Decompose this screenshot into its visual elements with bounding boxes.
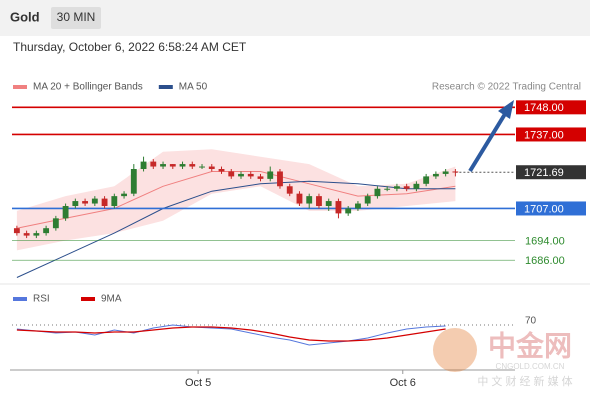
candle-body: [335, 201, 342, 214]
source: Research © 2022 Trading Central: [432, 82, 581, 93]
candle-body: [130, 169, 137, 194]
level-box: [516, 165, 586, 180]
candle-body: [72, 201, 79, 206]
candle-body: [169, 164, 176, 167]
candle-body: [23, 233, 30, 236]
watermark-name: 中金网: [488, 329, 572, 361]
legend-label: MA 50: [179, 82, 208, 93]
candle-body: [189, 164, 196, 167]
candle-body: [199, 166, 205, 168]
ma20-line: [16, 171, 456, 229]
watermark: 中金网 CNGOLD.COM.CN 中 文 财 经 新 媒 体: [433, 328, 573, 388]
candle-body: [277, 171, 283, 187]
candle-body: [325, 201, 332, 206]
candle-body: [140, 161, 147, 169]
candle-body: [52, 218, 59, 229]
candle-body: [62, 206, 69, 219]
candle-body: [218, 169, 225, 172]
candle-body: [423, 176, 430, 184]
arrow-shaft: [468, 112, 507, 173]
candle-body: [413, 183, 420, 189]
candle-body: [33, 233, 40, 236]
watermark-logo: [433, 328, 477, 372]
candle-body: [247, 173, 254, 177]
level-label: 1737.00: [524, 129, 564, 141]
candle-body: [160, 164, 166, 167]
rsi-legend-label: RSI: [33, 294, 50, 305]
candle-body: [101, 198, 108, 206]
candle-body: [432, 173, 439, 177]
level-box: [516, 201, 586, 216]
level-label: 1748.00: [524, 102, 564, 114]
x-tick-label: Oct 6: [390, 377, 416, 389]
candle-body: [393, 186, 400, 189]
level-label: 1721.69: [524, 167, 564, 179]
interval: 30 MIN: [57, 10, 96, 24]
candle-body: [355, 203, 361, 209]
candle-body: [208, 166, 215, 169]
candle-body: [364, 196, 371, 204]
legend-label: MA 20 + Bollinger Bands: [33, 82, 143, 93]
candle-body: [306, 196, 313, 204]
symbol: Gold: [10, 9, 40, 24]
candle-body: [442, 171, 449, 174]
timestamp: Thursday, October 6, 2022 6:58:24 AM CET: [13, 40, 247, 54]
rsi-legend-swatch: [81, 297, 95, 301]
candle-body: [267, 171, 274, 179]
bollinger-band: [16, 149, 456, 251]
candle-body: [286, 186, 293, 194]
candle-body: [403, 186, 410, 189]
candle-body: [228, 171, 235, 177]
candle-body: [13, 228, 20, 234]
candle-body: [452, 171, 459, 173]
level-box: [516, 127, 586, 142]
candle-body: [238, 173, 244, 177]
interval-tag: [51, 7, 101, 29]
candle-body: [384, 188, 391, 190]
candle-body: [257, 176, 264, 179]
rsi-tick-label: 70: [525, 316, 537, 327]
candle-body: [345, 208, 352, 214]
level-label: 1707.00: [524, 203, 564, 215]
candle-body: [150, 161, 157, 167]
watermark-site: CNGOLD.COM.CN: [496, 362, 565, 371]
ma50-line: [16, 180, 456, 278]
candle-body: [82, 201, 89, 204]
rsi-legend-swatch: [13, 297, 27, 301]
candle-body: [43, 228, 50, 234]
rsi-ma-line: [16, 326, 446, 342]
candle-body: [374, 188, 381, 197]
level-box: [516, 100, 586, 115]
arrow-head: [498, 100, 514, 119]
candle-body: [296, 193, 303, 204]
rsi-line: [16, 324, 446, 346]
rsi-legend-label: 9MA: [101, 294, 122, 305]
candle-body: [91, 198, 98, 204]
legend-swatch: [13, 85, 27, 89]
level-label: 1694.00: [525, 235, 565, 247]
x-tick-label: Oct 5: [185, 377, 211, 389]
plot: MA 20 + Bollinger Bands MA 50 Research © 2…: [12, 82, 586, 389]
legend-swatch: [158, 85, 173, 89]
candle-body: [121, 193, 127, 197]
candle-body: [179, 164, 186, 167]
watermark-slogan: 中 文 财 经 新 媒 体: [477, 374, 572, 388]
level-label: 1686.00: [525, 255, 565, 267]
candle-body: [316, 196, 322, 206]
candle-body: [111, 196, 118, 206]
